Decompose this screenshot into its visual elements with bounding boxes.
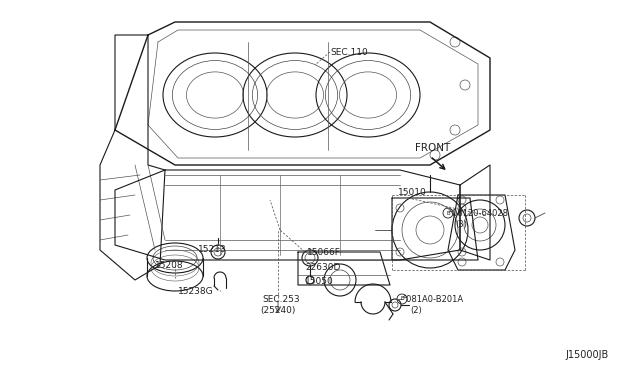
Text: 15066F: 15066F bbox=[307, 247, 341, 257]
Text: °08120-64028: °08120-64028 bbox=[448, 208, 508, 218]
Text: 15238G: 15238G bbox=[178, 286, 214, 295]
Text: SEC.110: SEC.110 bbox=[330, 48, 368, 57]
Text: B: B bbox=[400, 296, 404, 301]
Text: 22630D: 22630D bbox=[305, 263, 340, 272]
Text: 15010: 15010 bbox=[398, 187, 427, 196]
Text: °081A0-B201A: °081A0-B201A bbox=[402, 295, 463, 304]
Text: J15000JB: J15000JB bbox=[565, 350, 608, 360]
Text: 15050: 15050 bbox=[305, 276, 333, 285]
Text: (3): (3) bbox=[455, 219, 467, 228]
Text: (2): (2) bbox=[410, 307, 422, 315]
Text: FRONT: FRONT bbox=[415, 143, 451, 153]
Text: B: B bbox=[446, 211, 450, 215]
Text: (25240): (25240) bbox=[260, 307, 296, 315]
Text: SEC.253: SEC.253 bbox=[262, 295, 300, 304]
Text: 15213: 15213 bbox=[198, 244, 227, 253]
Text: 15208: 15208 bbox=[155, 260, 184, 269]
